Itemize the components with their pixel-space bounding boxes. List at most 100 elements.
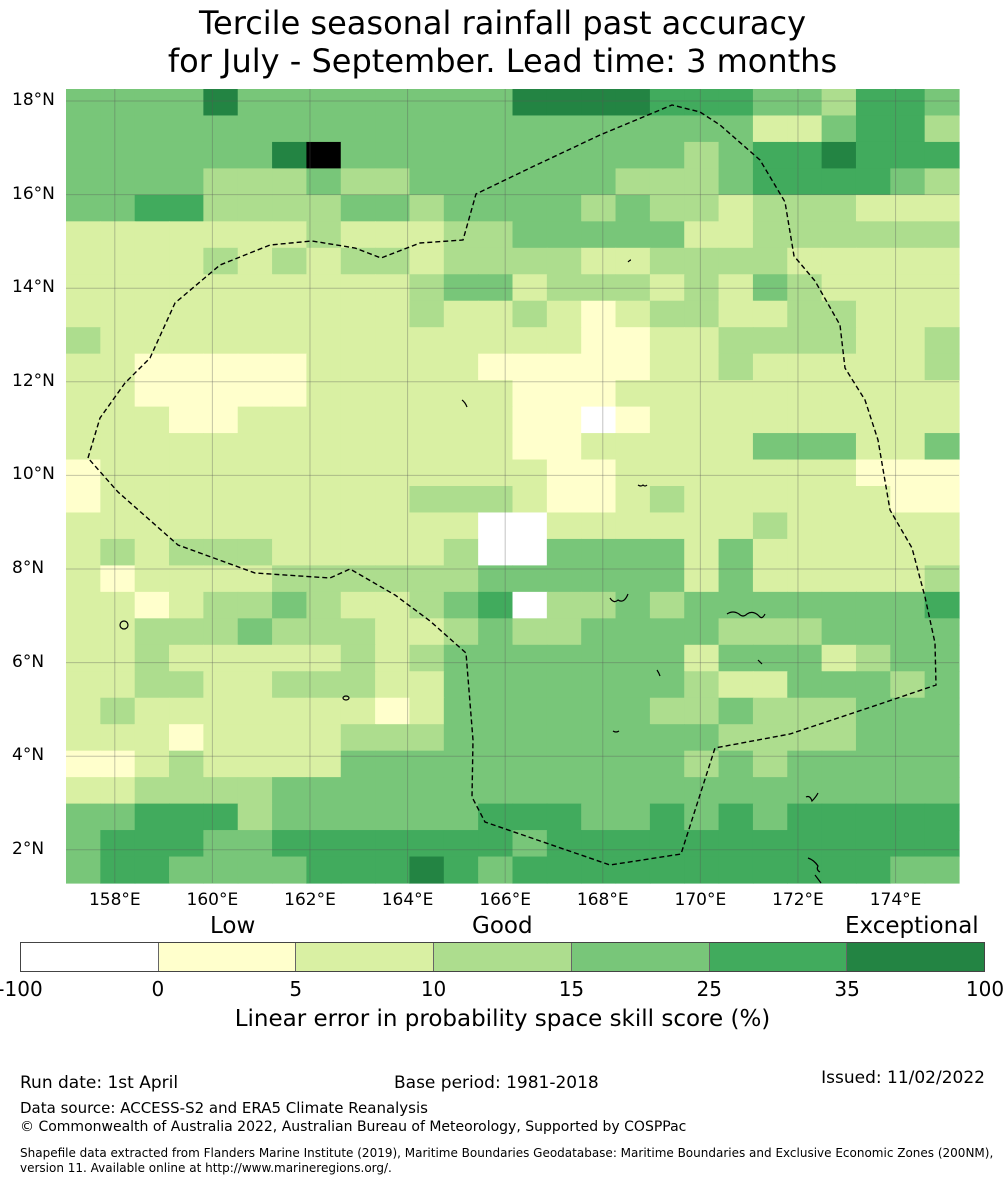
island [342, 695, 350, 701]
grid-cell [855, 274, 891, 302]
grid-cell [752, 591, 788, 619]
grid-cell [787, 618, 823, 646]
grid-cell [512, 194, 548, 222]
grid-cell [169, 830, 204, 858]
grid-cell [237, 724, 273, 752]
grid-cell [478, 750, 514, 778]
grid-cell [203, 247, 239, 275]
grid-cell [718, 777, 754, 805]
grid-cell [512, 565, 548, 593]
grid-cell [409, 486, 445, 514]
grid-cell [272, 141, 308, 169]
grid-cell [169, 115, 204, 143]
grid-cell [306, 803, 342, 831]
grid-cell [409, 115, 445, 143]
grid-cell [169, 247, 204, 275]
grid-cell [924, 538, 960, 566]
grid-cell [581, 300, 617, 328]
grid-cell [546, 433, 582, 461]
grid-cell [272, 803, 308, 831]
grid-cell [203, 380, 239, 408]
grid-cell [581, 644, 617, 672]
grid-cell [66, 486, 101, 514]
skill-grid [66, 89, 960, 884]
grid-cell [890, 89, 926, 117]
grid-cell [924, 830, 960, 858]
grid-cell [512, 856, 548, 884]
grid-cell [718, 115, 754, 143]
grid-cell [478, 300, 514, 328]
colorbar-tick: 25 [696, 977, 722, 1001]
grid-cell [615, 168, 651, 196]
eez-boundary [87, 104, 937, 866]
grid-cell [787, 300, 823, 328]
grid-cell [855, 433, 891, 461]
grid-cell [615, 194, 651, 222]
grid-cell [581, 618, 617, 646]
grid-cell [718, 406, 754, 434]
grid-cell [890, 512, 926, 540]
grid-cell [752, 803, 788, 831]
grid-cell [924, 724, 960, 752]
grid-cell [478, 538, 514, 566]
grid-cell [478, 644, 514, 672]
grid-cell [409, 724, 445, 752]
grid-cell [443, 141, 479, 169]
grid-cell [375, 750, 411, 778]
grid-cell [134, 803, 170, 831]
grid-cell [512, 300, 548, 328]
grid-cell [924, 644, 960, 672]
island [612, 730, 620, 733]
grid-cell [649, 141, 685, 169]
grid-cell [340, 777, 376, 805]
grid-cell [821, 433, 857, 461]
grid-cell [375, 644, 411, 672]
grid-cell [478, 221, 514, 249]
grid-cell [237, 591, 273, 619]
grid-cell [66, 644, 101, 672]
colorbar-segment [21, 943, 159, 971]
grid-cell [375, 697, 411, 725]
grid-cell [272, 750, 308, 778]
grid-cell [169, 671, 204, 699]
grid-cell [924, 300, 960, 328]
grid-cell [169, 777, 204, 805]
grid-cell [890, 327, 926, 355]
lat-label: 10°N [12, 464, 55, 485]
grid-cell [855, 406, 891, 434]
grid-cell [752, 697, 788, 725]
grid-cell [787, 486, 823, 514]
grid-cell [890, 141, 926, 169]
grid-cell [66, 300, 101, 328]
grid-cell [169, 512, 204, 540]
grid-cell [66, 618, 101, 646]
grid-cell [649, 380, 685, 408]
grid-cell [306, 618, 342, 646]
grid-cell [512, 644, 548, 672]
grid-cell [409, 89, 445, 117]
grid-cell [649, 538, 685, 566]
grid-cell [272, 459, 308, 487]
grid-cell [306, 538, 342, 566]
grid-cell [684, 830, 720, 858]
grid-cell [615, 406, 651, 434]
grid-cell [684, 89, 720, 117]
grid-cell [66, 459, 101, 487]
lon-label: 168°E [576, 890, 629, 910]
grid-cell [718, 300, 754, 328]
grid-cell [512, 750, 548, 778]
grid-cell [752, 777, 788, 805]
grid-cell [66, 591, 101, 619]
grid-cell [924, 433, 960, 461]
grid-cell [924, 777, 960, 805]
grid-cell [821, 221, 857, 249]
grid-cell [512, 830, 548, 858]
grid-cell [649, 591, 685, 619]
grid-cell [340, 194, 376, 222]
grid-cell [272, 406, 308, 434]
grid-cell [134, 724, 170, 752]
grid-cell [375, 380, 411, 408]
grid-cell [134, 486, 170, 514]
grid-cell [546, 591, 582, 619]
grid-cell [684, 538, 720, 566]
